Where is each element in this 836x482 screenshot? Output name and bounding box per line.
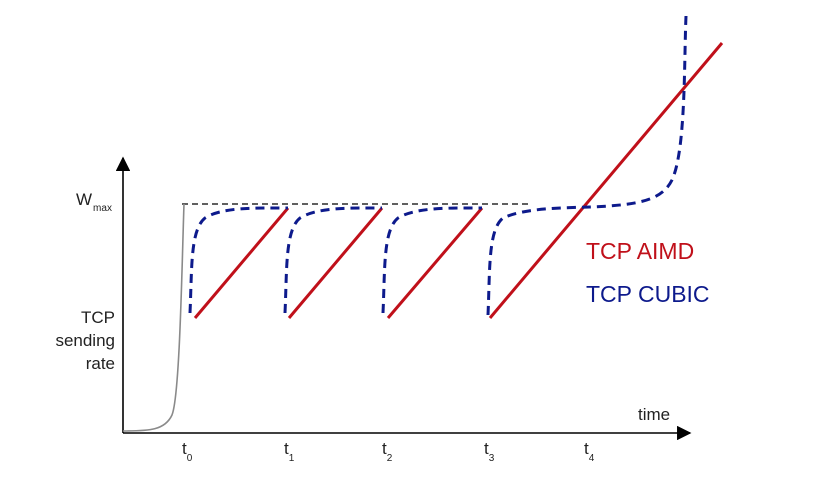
aimd-segment-3: [386, 207, 484, 319]
legend-cubic-label: TCP CUBIC: [586, 281, 710, 307]
y-axis-label-line-2: sending: [55, 331, 115, 350]
legend-aimd-label: TCP AIMD: [586, 238, 694, 264]
tick-t2-main: t: [382, 439, 387, 458]
wmax-label: Wmax: [76, 190, 112, 214]
cubic-segment-4: [486, 15, 688, 316]
tick-t1-sub: 1: [289, 453, 295, 464]
tick-t3-sub: 3: [489, 453, 495, 464]
cubic-segment-2: [283, 206, 383, 314]
tick-t3-main: t: [484, 439, 489, 458]
wmax-label-main: W: [76, 190, 92, 209]
aimd-segment-2: [287, 207, 384, 319]
tick-label-t4: t4: [584, 439, 595, 464]
slow-start-curve: [122, 203, 185, 432]
aimd-series: [193, 42, 724, 319]
x-axis-label: time: [638, 405, 670, 424]
tick-label-t3: t3: [484, 439, 495, 464]
tick-t0-sub: 0: [187, 453, 193, 464]
aimd-segment-4: [488, 42, 724, 319]
tick-t0-main: t: [182, 439, 187, 458]
tick-label-t2: t2: [382, 439, 393, 464]
tick-t2-sub: 2: [387, 453, 393, 464]
tick-t1-main: t: [284, 439, 289, 458]
cubic-segment-1: [188, 206, 289, 314]
tick-label-t1: t1: [284, 439, 295, 464]
wmax-label-sub: max: [93, 203, 112, 214]
tick-t4-main: t: [584, 439, 589, 458]
y-axis-label-line-3: rate: [86, 354, 115, 373]
y-axis-label-line-1: TCP: [81, 308, 115, 327]
tick-t4-sub: 4: [589, 453, 595, 464]
tick-label-t0: t0: [182, 439, 193, 464]
cubic-series: [188, 15, 688, 316]
aimd-segment-1: [193, 207, 290, 319]
cubic-segment-3: [381, 206, 483, 314]
